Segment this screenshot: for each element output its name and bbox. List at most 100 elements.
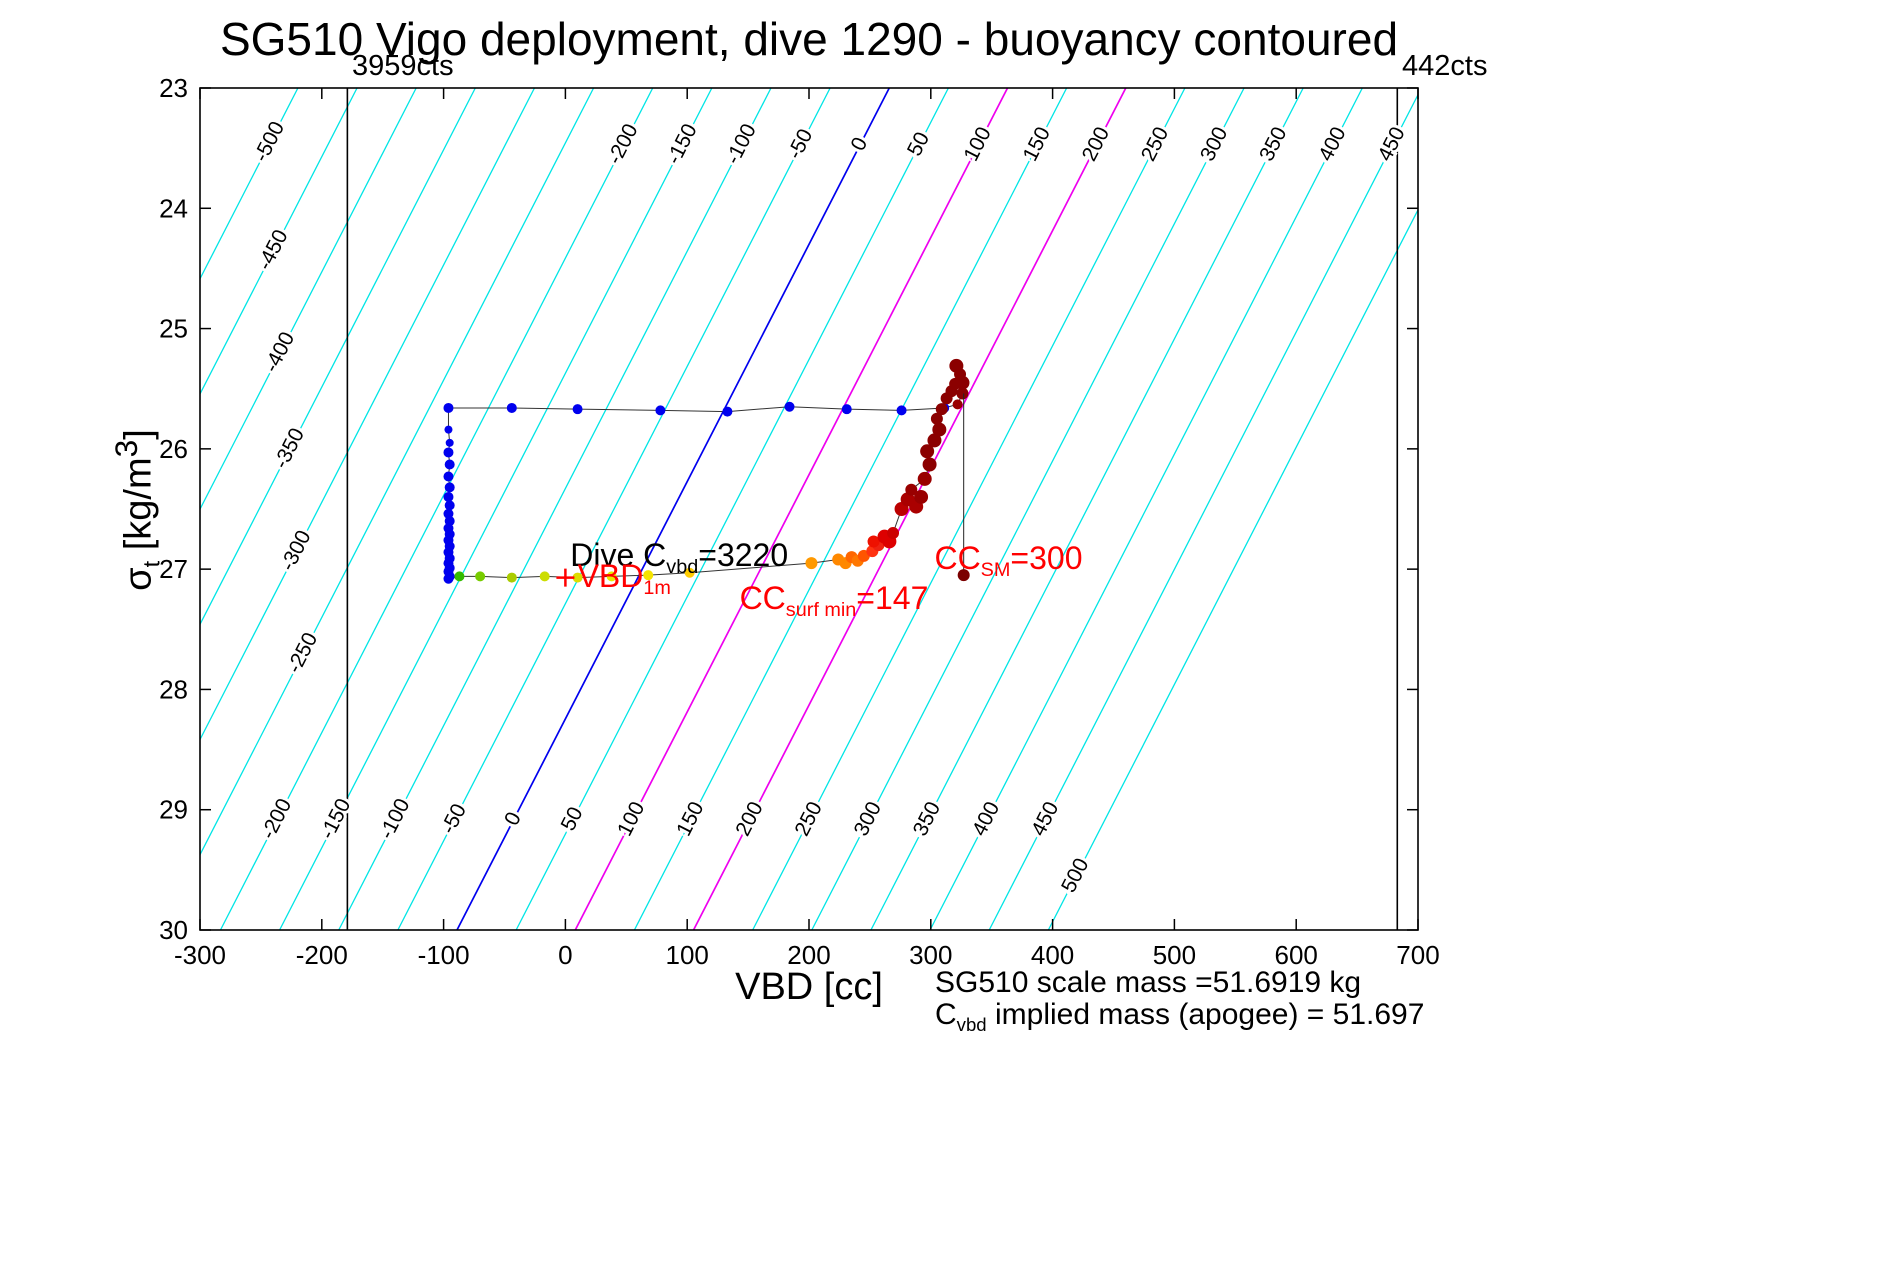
trajectory-point <box>867 535 880 548</box>
trajectory-point <box>443 402 454 413</box>
x-tick-label: 400 <box>1031 940 1074 970</box>
ylabel-sigma: σ <box>117 567 160 591</box>
x-tick-label: 700 <box>1396 940 1439 970</box>
contour-label: 400 <box>1314 123 1350 165</box>
contour-label: 50 <box>903 128 934 159</box>
contour-label: -200 <box>257 795 297 843</box>
trajectory-point <box>444 500 455 511</box>
contour-label: 350 <box>909 798 945 840</box>
ylabel-close: ] <box>117 429 160 440</box>
contour-line <box>219 88 654 930</box>
trajectory-point <box>454 571 465 582</box>
contour-label: -300 <box>276 527 316 575</box>
contour-label: 100 <box>613 798 649 840</box>
contour-line <box>752 88 1186 930</box>
contour-line <box>338 88 772 930</box>
ylabel-sup: 3 <box>108 439 144 458</box>
trajectory-point <box>896 405 907 416</box>
contour-line <box>870 88 1304 930</box>
contour-label: 350 <box>1255 123 1291 165</box>
contour-line <box>456 88 891 930</box>
contour-line <box>1047 208 1418 930</box>
trajectory-point <box>606 571 617 582</box>
contour-line <box>200 88 417 511</box>
trajectory-point <box>445 438 454 447</box>
contour-line <box>929 88 1363 930</box>
trajectory-point <box>443 447 454 458</box>
x-tick-label: 600 <box>1275 940 1318 970</box>
trajectory-point <box>443 471 454 482</box>
contour-label: 200 <box>1078 123 1114 165</box>
ylabel-sub: t <box>138 560 165 568</box>
trajectory-point <box>905 483 918 496</box>
contour-line <box>279 88 713 930</box>
contour-label: 100 <box>959 123 995 165</box>
contour-line <box>633 88 1068 930</box>
trajectory-point <box>914 489 929 504</box>
contour-line <box>574 88 1009 930</box>
contour-label: -50 <box>783 125 817 162</box>
plot-area: -500-450-400-350-300-250-200-200-150-150… <box>200 88 1418 930</box>
trajectory-point <box>805 557 818 570</box>
contour-label: 450 <box>1027 798 1063 840</box>
trajectory-point <box>927 433 942 448</box>
plot-title: SG510 Vigo deployment, dive 1290 - buoya… <box>219 13 1399 65</box>
contour-label: -50 <box>437 800 471 837</box>
trajectory-point <box>444 482 455 493</box>
contour-label: 500 <box>1057 855 1093 897</box>
contour-label: 400 <box>968 798 1004 840</box>
contour-label: 250 <box>1137 123 1173 165</box>
contour-line <box>200 88 358 396</box>
x-tick-label: -100 <box>418 940 470 970</box>
implied-mass-c: C <box>935 998 957 1031</box>
trajectory-point <box>922 457 937 472</box>
trajectory-point <box>443 573 454 584</box>
x-tick-label: 0 <box>558 940 572 970</box>
contour-label: -500 <box>250 118 290 166</box>
x-tick-label: 200 <box>787 940 830 970</box>
x-axis-label: VBD [cc] <box>735 966 883 1008</box>
contour-label: -350 <box>269 424 309 472</box>
trajectory-point <box>572 572 583 583</box>
trajectory-point <box>684 567 695 578</box>
trajectory-point <box>443 491 454 502</box>
x-tick-label: 100 <box>666 940 709 970</box>
trajectory-point <box>722 406 733 417</box>
trajectory-point <box>643 570 654 581</box>
trajectory-point <box>475 571 486 582</box>
trajectory-point <box>841 404 852 415</box>
trajectory-point <box>506 572 517 583</box>
trajectory-point <box>932 422 947 437</box>
contour-line <box>515 88 949 930</box>
contour-line <box>200 88 476 626</box>
trajectory-point <box>444 425 453 434</box>
y-tick-label: 29 <box>159 795 188 825</box>
trajectory-point <box>949 377 962 390</box>
contour-line <box>200 88 536 741</box>
contour-label: -100 <box>721 120 761 168</box>
y-tick-label: 28 <box>159 674 188 704</box>
contour-label: 250 <box>790 798 826 840</box>
implied-mass-text: Cvbd implied mass (apogee) = 51.697 <box>935 998 1424 1036</box>
implied-mass-sub: vbd <box>956 1014 987 1035</box>
contour-label: 50 <box>557 803 588 834</box>
contour-label: 200 <box>731 798 767 840</box>
y-axis-label: σt [kg/m3] <box>108 360 164 660</box>
vbd1m-plus-marker <box>556 568 575 587</box>
trajectory-point <box>956 387 969 400</box>
x-tick-label: 300 <box>909 940 952 970</box>
contour-line <box>988 93 1418 930</box>
vbd-limit-label-right: 442cts <box>1402 50 1488 82</box>
cc-sm-point <box>957 569 970 582</box>
trajectory-point <box>935 403 948 416</box>
contour-line <box>200 88 299 281</box>
contour-line <box>200 88 595 857</box>
trajectory-point <box>887 527 900 540</box>
vbd-limit-label-left: 3959cts <box>352 50 454 82</box>
contour-label: -150 <box>662 120 702 168</box>
contour-label: -250 <box>283 629 323 677</box>
contour-line <box>811 88 1245 930</box>
y-tick-label: 26 <box>159 434 188 464</box>
contour-label: -100 <box>375 795 415 843</box>
y-tick-label: 30 <box>159 915 188 945</box>
